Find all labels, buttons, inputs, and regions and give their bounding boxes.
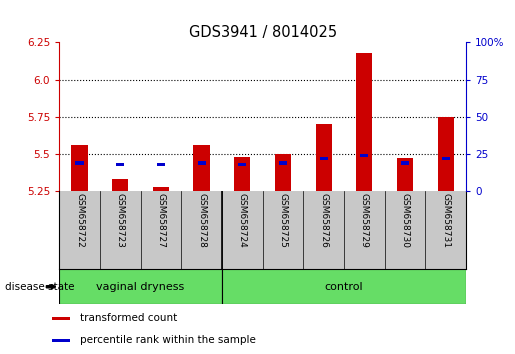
Bar [356, 53, 372, 191]
Text: GSM658724: GSM658724 [238, 194, 247, 248]
Bar [275, 154, 291, 191]
Bar [112, 179, 128, 191]
Title: GDS3941 / 8014025: GDS3941 / 8014025 [188, 25, 337, 40]
Bar [153, 187, 169, 191]
Text: GSM658730: GSM658730 [401, 194, 409, 249]
Bar [397, 159, 413, 191]
Text: control: control [324, 282, 363, 292]
Bar [360, 154, 368, 157]
Text: transformed count: transformed count [80, 313, 178, 323]
Text: percentile rank within the sample: percentile rank within the sample [80, 335, 256, 345]
Bar [279, 161, 287, 165]
Bar [72, 145, 88, 191]
Bar [438, 117, 454, 191]
Bar [320, 157, 328, 160]
Bar [401, 161, 409, 165]
Bar [222, 269, 466, 304]
Text: GSM658731: GSM658731 [441, 194, 450, 249]
Bar [316, 124, 332, 191]
Text: GSM658725: GSM658725 [279, 194, 287, 249]
Text: GSM658729: GSM658729 [360, 194, 369, 249]
Text: vaginal dryness: vaginal dryness [96, 282, 185, 292]
Text: GSM658722: GSM658722 [75, 194, 84, 248]
Bar [116, 163, 124, 166]
Text: GSM658728: GSM658728 [197, 194, 206, 249]
Bar [238, 163, 246, 166]
Bar [59, 269, 222, 304]
Bar [52, 317, 70, 320]
Bar [157, 163, 165, 166]
Text: GSM658727: GSM658727 [157, 194, 165, 249]
Text: GSM658726: GSM658726 [319, 194, 328, 249]
Bar [52, 339, 70, 342]
Bar [442, 157, 450, 160]
Text: disease state: disease state [5, 282, 75, 292]
Bar [198, 161, 205, 165]
Bar [194, 145, 210, 191]
Bar [234, 157, 250, 191]
Text: GSM658723: GSM658723 [116, 194, 125, 249]
Bar [76, 161, 83, 165]
